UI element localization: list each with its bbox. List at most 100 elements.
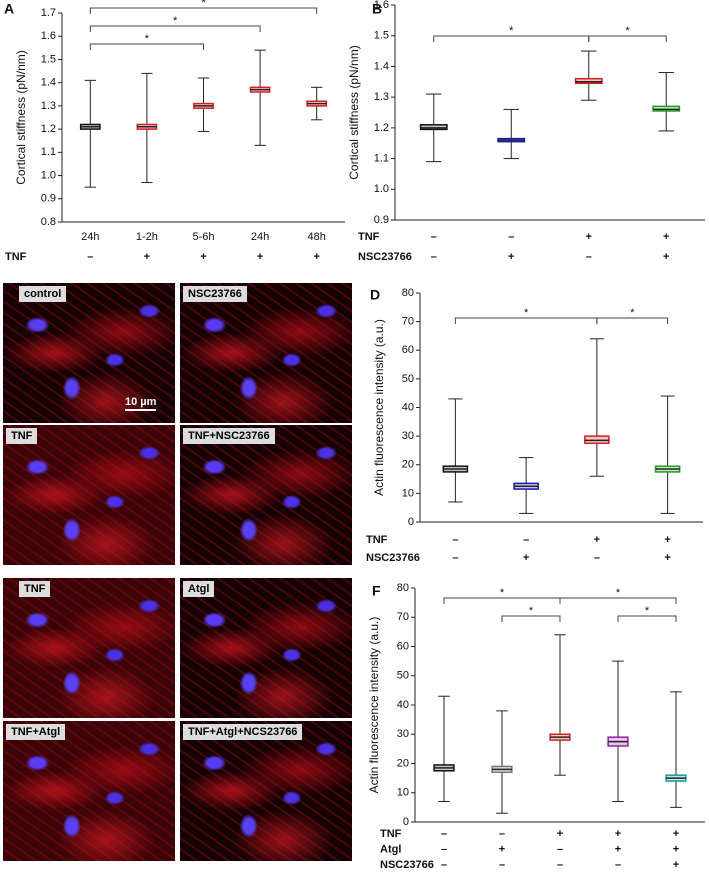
y-tick-label: 0 (408, 516, 414, 528)
condition-name: TNF (358, 231, 380, 243)
significance-label: * (625, 25, 630, 37)
micrograph: TNF (3, 425, 175, 565)
micrograph: TNF (3, 578, 175, 718)
condition-name: NSC23766 (380, 859, 434, 871)
micro-label: TNF (19, 581, 51, 597)
significance-bracket (617, 615, 677, 622)
micro-label: TNF+Atgl+NCS23766 (183, 724, 303, 740)
y-tick-label: 0 (403, 816, 409, 828)
panel-letter: A (4, 1, 14, 17)
y-tick-label: 1.4 (374, 60, 389, 72)
condition-sign: + (508, 251, 514, 263)
condition-sign: + (586, 231, 592, 243)
condition-sign: + (594, 534, 600, 546)
micro-label: NSC23766 (183, 286, 247, 302)
x-tick-label: 48h (308, 231, 326, 243)
condition-sign: – (441, 859, 447, 871)
y-tick-label: 1.0 (41, 169, 56, 181)
micrograph: TNF+NSC23766 (180, 425, 352, 565)
condition-name: NSC23766 (358, 251, 412, 263)
y-tick-label: 0.9 (374, 214, 389, 226)
y-tick-label: 20 (397, 757, 409, 769)
condition-sign: + (673, 843, 679, 855)
condition-name: Atgl (380, 843, 401, 855)
condition-sign: + (664, 534, 670, 546)
y-tick-label: 70 (397, 611, 409, 623)
y-tick-label: 40 (402, 401, 414, 413)
box (419, 124, 448, 131)
y-tick-label: 30 (397, 728, 409, 740)
significance-label: * (529, 605, 534, 617)
significance-label: * (201, 0, 206, 9)
y-tick-label: 70 (402, 316, 414, 328)
y-axis-label: Cortical stiffness (pN/nm) (14, 50, 28, 184)
panel-letter: B (372, 1, 382, 17)
condition-sign: + (557, 828, 563, 840)
micrograph: NSC23766 10 µm (125, 283, 352, 423)
significance-label: * (630, 307, 635, 319)
panel-letter: F (372, 583, 381, 599)
condition-sign: + (313, 251, 319, 263)
condition-name: TNF (5, 251, 27, 263)
significance-label: * (524, 307, 529, 319)
y-tick-label: 1.1 (41, 146, 56, 158)
box (574, 77, 603, 85)
significance-label: * (509, 25, 514, 37)
y-tick-label: 1.1 (374, 152, 389, 164)
condition-sign: + (144, 251, 150, 263)
y-tick-label: 30 (402, 430, 414, 442)
y-tick-label: 50 (397, 670, 409, 682)
condition-sign: + (663, 251, 669, 263)
micrograph: control (3, 283, 175, 423)
y-tick-label: 1.6 (374, 0, 389, 11)
condition-sign: + (615, 843, 621, 855)
micrograph: TNF+Atgl+NCS23766 (180, 721, 352, 861)
significance-bracket (501, 615, 561, 622)
y-tick-label: 1.4 (41, 77, 56, 89)
condition-sign: + (673, 859, 679, 871)
condition-name: TNF (380, 828, 402, 840)
condition-sign: – (452, 552, 458, 564)
condition-name: TNF (366, 534, 388, 546)
y-tick-label: 40 (397, 699, 409, 711)
y-tick-label: 0.8 (41, 216, 56, 228)
y-tick-label: 50 (402, 373, 414, 385)
condition-sign: – (557, 859, 563, 871)
x-tick-label: 1-2h (136, 231, 158, 243)
condition-sign: + (200, 251, 206, 263)
y-tick-label: 60 (397, 640, 409, 652)
micro-label: control (19, 286, 67, 302)
condition-sign: – (452, 534, 458, 546)
condition-sign: – (615, 859, 621, 871)
y-tick-label: 1.2 (41, 123, 56, 135)
y-tick-label: 60 (402, 344, 414, 356)
y-tick-label: 10 (402, 487, 414, 499)
x-tick-label: 24h (251, 231, 269, 243)
condition-sign: + (523, 552, 529, 564)
y-tick-label: 20 (402, 459, 414, 471)
y-tick-label: 0.9 (41, 193, 56, 205)
condition-sign: + (499, 843, 505, 855)
y-tick-label: 1.0 (374, 183, 389, 195)
condition-sign: – (441, 828, 447, 840)
condition-sign: – (441, 843, 447, 855)
box (652, 105, 681, 112)
y-tick-label: 80 (402, 287, 414, 299)
significance-label: * (616, 587, 621, 599)
condition-sign: + (673, 828, 679, 840)
significance-bracket (596, 317, 669, 324)
condition-sign: – (431, 251, 437, 263)
significance-bracket (89, 7, 318, 14)
condition-sign: – (594, 552, 600, 564)
y-tick-label: 1.3 (41, 100, 56, 112)
condition-sign: – (499, 828, 505, 840)
condition-sign: – (499, 859, 505, 871)
condition-sign: – (87, 251, 93, 263)
condition-sign: + (664, 552, 670, 564)
micro-label: Atgl (183, 581, 215, 597)
y-tick-label: 1.7 (41, 7, 56, 19)
y-tick-label: 1.6 (41, 30, 56, 42)
significance-label: * (645, 605, 650, 617)
